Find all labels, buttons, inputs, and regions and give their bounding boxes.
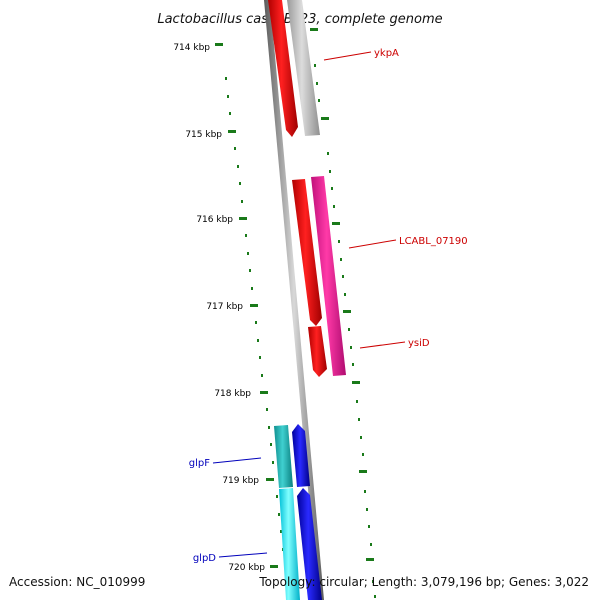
gene-ykpa-upstream-red[interactable] bbox=[268, 0, 298, 137]
major-tick-714 bbox=[215, 43, 223, 46]
major-ticks-left: 714 kbp 715 kbp 716 kbp 717 kbp 718 kbp … bbox=[173, 43, 278, 573]
gene-lcabl-red[interactable] bbox=[292, 179, 322, 326]
major-tick-718 bbox=[260, 391, 268, 394]
gene-glpd-blue[interactable] bbox=[297, 488, 322, 600]
ykpa-leader-line bbox=[323, 51, 372, 61]
glpf-leader-line bbox=[212, 457, 262, 464]
genome-backbone bbox=[264, 0, 324, 600]
lcabl-leader-line bbox=[348, 239, 397, 249]
tick-label-716: 716 kbp bbox=[196, 215, 233, 225]
tick-label-719: 719 kbp bbox=[222, 476, 259, 486]
gene-label-ykpa[interactable]: ykpA bbox=[374, 48, 399, 59]
gene-ysid-red[interactable] bbox=[308, 326, 327, 377]
gene-label-glpf[interactable]: glpF bbox=[189, 458, 210, 469]
minor-ticks-right bbox=[314, 64, 376, 598]
tick-label-717: 717 kbp bbox=[206, 302, 243, 312]
gene-label-ysid[interactable]: ysiD bbox=[408, 338, 430, 349]
tick-label-714: 714 kbp bbox=[173, 43, 210, 53]
gene-glpf-blue[interactable] bbox=[292, 424, 310, 487]
major-ticks-right bbox=[310, 28, 374, 561]
genome-stats-text: Topology: circular; Length: 3,079,196 bp… bbox=[259, 575, 589, 589]
gene-label-lcabl-07190[interactable]: LCABL_07190 bbox=[399, 236, 468, 247]
tick-label-718: 718 kbp bbox=[214, 389, 251, 399]
tick-label-720: 720 kbp bbox=[228, 563, 265, 573]
accession-text: Accession: NC_010999 bbox=[9, 575, 146, 589]
major-tick-715 bbox=[228, 130, 236, 133]
tick-label-715: 715 kbp bbox=[185, 130, 222, 140]
ysid-leader-line bbox=[359, 341, 406, 349]
major-tick-716 bbox=[239, 217, 247, 220]
minor-ticks-left bbox=[225, 77, 284, 551]
gene-lcabl-pink[interactable] bbox=[311, 176, 346, 376]
major-tick-720 bbox=[270, 565, 278, 568]
gene-label-glpd[interactable]: glpD bbox=[193, 553, 216, 564]
major-tick-717 bbox=[250, 304, 258, 307]
glpd-leader-line bbox=[218, 552, 268, 558]
gene-ykpa-grey[interactable] bbox=[287, 0, 320, 136]
gene-glpd-cyan[interactable] bbox=[279, 488, 300, 600]
gene-glpf-teal[interactable] bbox=[274, 425, 293, 488]
gene-labels: ykpA LCABL_07190 ysiD glpF glpD bbox=[189, 48, 468, 564]
major-tick-719 bbox=[266, 478, 274, 481]
